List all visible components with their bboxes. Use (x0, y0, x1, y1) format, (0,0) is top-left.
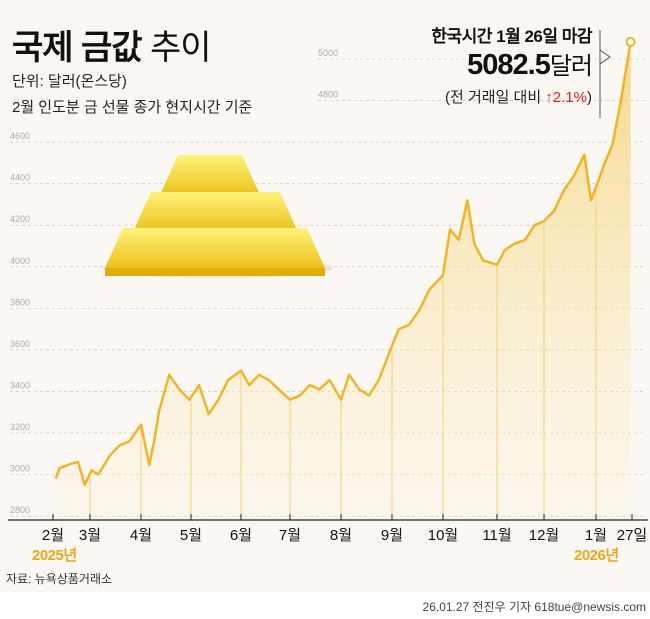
price-line (54, 41, 632, 487)
y-tick-label: 4800 (318, 90, 338, 100)
gold-bar-top (160, 155, 260, 195)
x-tick-label: 8월 (330, 527, 352, 544)
x-tick-label: 2월 (42, 527, 64, 544)
x-tick-label: 11월 (482, 527, 511, 544)
y-tick-label: 3800 (10, 297, 30, 307)
annotation-change: (전 거래일 대비 ↑2.1%) (444, 89, 592, 106)
annotation-value: 5082.5달러 (467, 49, 593, 81)
y-tick-label: 4600 (10, 131, 30, 141)
x-tick-label: 7월 (279, 527, 301, 544)
x-tick-label: 3월 (79, 527, 101, 544)
credit-line: 26.01.27 전진우 기자 618tue@newsis.com (422, 600, 646, 614)
x-tick-label: 12월 (529, 527, 560, 544)
source-note: 자료: 뉴욕상품거래소 (6, 572, 113, 586)
y-tick-label: 4000 (10, 256, 30, 266)
x-tick-label: 5월 (180, 527, 202, 544)
x-tick-label: 4월 (130, 527, 152, 544)
x-tick-label: 27일 (617, 527, 648, 544)
page-title: 국제 금값 추이 (12, 29, 212, 67)
annotation-bracket (599, 30, 611, 118)
annotation-date: 한국시간 1월 26일 마감 (431, 27, 592, 46)
gold-bar-top (225, 228, 325, 268)
y-tick-label: 4400 (10, 173, 30, 183)
x-tick-label: 6월 (230, 527, 252, 544)
y-tick-label: 2800 (10, 505, 30, 515)
year-label-2026: 2026년 (574, 547, 619, 564)
y-tick-label: 3400 (10, 380, 30, 390)
year-label-2025: 2025년 (32, 547, 77, 564)
x-tick-label: 1월 (585, 527, 607, 544)
y-tick-label: 3600 (10, 339, 30, 349)
gold-bar-top (198, 192, 298, 232)
y-tick-label: 3200 (10, 422, 30, 432)
x-tick-label: 9월 (381, 527, 403, 544)
basis-note: 2월 인도분 금 선물 종가 현지시간 기준 (12, 99, 253, 116)
x-tick-label: 10월 (428, 527, 459, 544)
y-tick-label: 3000 (10, 463, 30, 473)
y-tick-label: 5000 (318, 48, 338, 58)
area-fill (55, 41, 631, 520)
unit-label: 단위: 달러(온스당) (12, 73, 127, 90)
y-tick-label: 4200 (10, 214, 30, 224)
gold-bar-front (225, 268, 325, 276)
gold-bars-illustration (103, 155, 333, 278)
latest-point-marker (625, 36, 636, 47)
